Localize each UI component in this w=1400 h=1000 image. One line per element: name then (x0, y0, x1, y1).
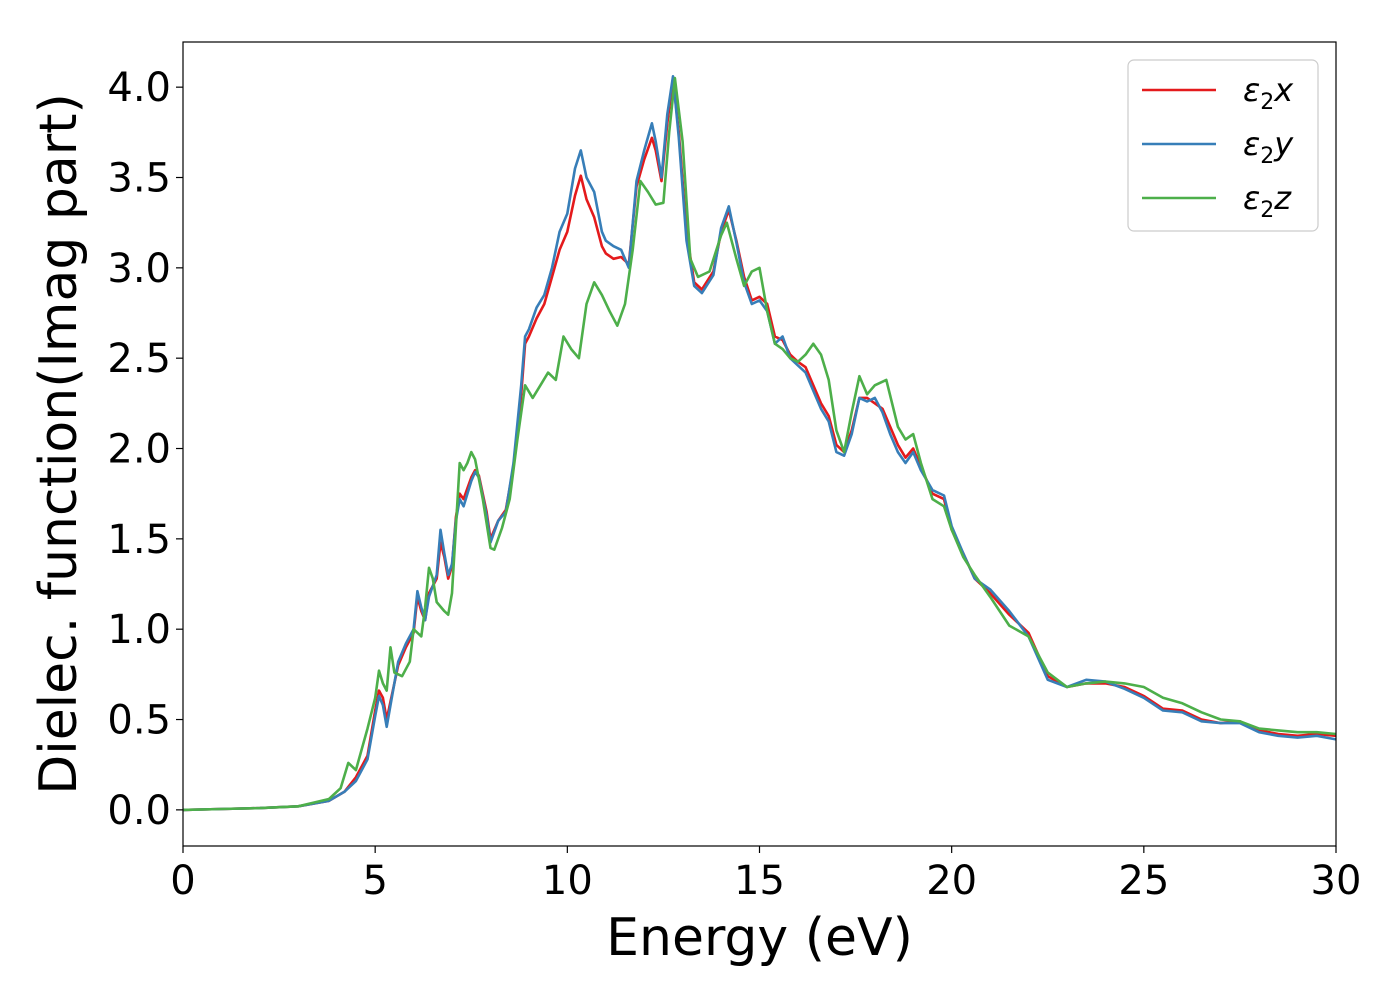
x-axis-label: Energy (eV) (606, 908, 913, 968)
y-tick-label: 2.5 (107, 336, 171, 382)
legend-label-z: ε2z (1243, 179, 1292, 223)
x-tick-label: 25 (1118, 858, 1169, 904)
legend-box (1127, 59, 1319, 232)
x-axis-ticks: 0 5 10 15 20 25 30 (170, 846, 1361, 904)
y-tick-label: 0.0 (107, 788, 171, 834)
y-tick-label: 2.0 (107, 427, 171, 473)
y-axis-label: Dielec. function(Imag part) (29, 93, 89, 795)
x-tick-label: 20 (926, 858, 977, 904)
series-layer (183, 75, 1336, 812)
x-tick-label: 30 (1311, 858, 1362, 904)
y-axis-ticks: 0.0 0.5 1.0 1.5 2.0 2.5 3.0 3.5 4.0 (107, 65, 183, 834)
legend: ε2x ε2y ε2z (1127, 59, 1319, 232)
y-tick-label: 3.0 (107, 246, 171, 292)
x-tick-label: 5 (362, 858, 387, 904)
y-tick-label: 1.0 (107, 607, 171, 653)
y-tick-label: 4.0 (107, 65, 171, 111)
x-tick-label: 0 (170, 858, 195, 904)
x-tick-label: 15 (734, 858, 785, 904)
series-line-z (183, 76, 1336, 812)
y-tick-label: 0.5 (107, 698, 171, 744)
x-tick-label: 10 (542, 858, 593, 904)
y-tick-label: 1.5 (107, 517, 171, 563)
legend-label-y: ε2y (1243, 125, 1294, 169)
y-tick-label: 3.5 (107, 156, 171, 202)
legend-label-x: ε2x (1243, 71, 1294, 115)
